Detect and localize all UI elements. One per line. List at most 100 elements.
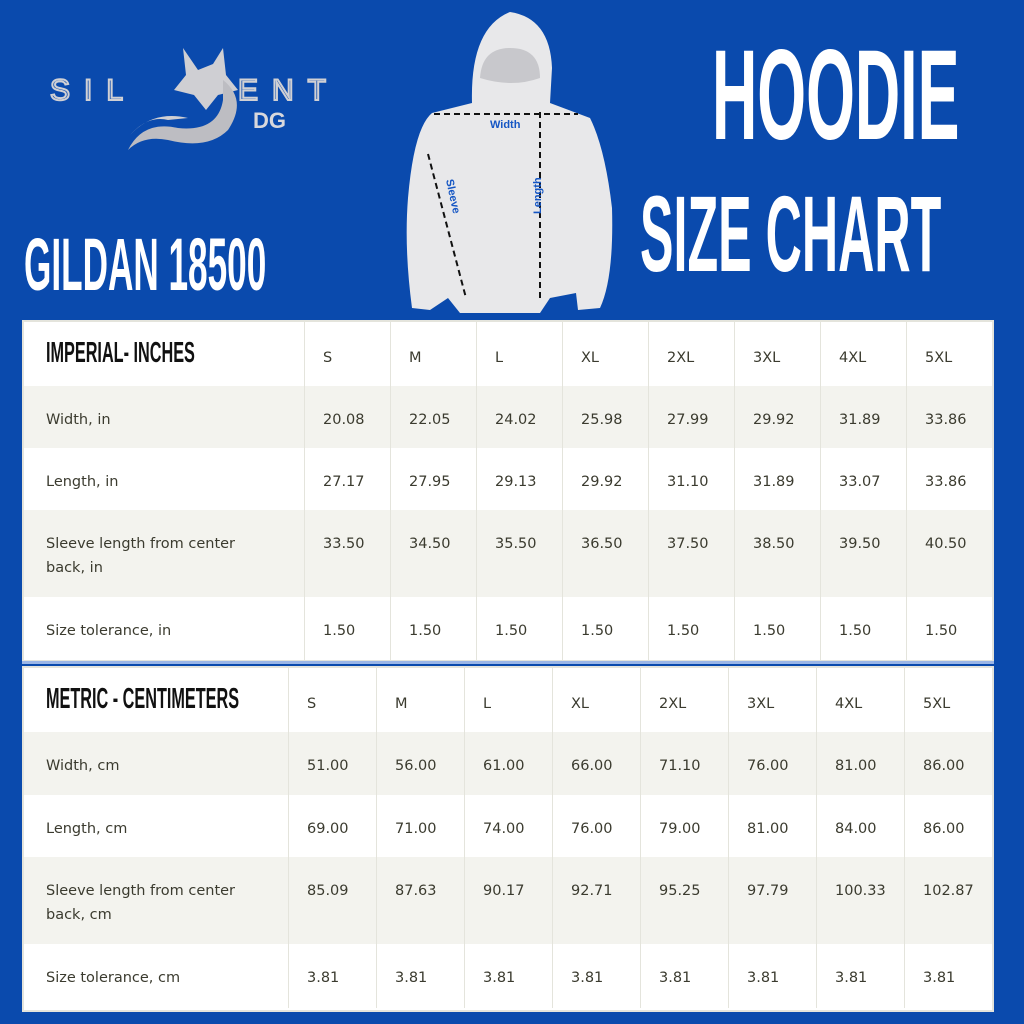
svg-text:SIL: SIL	[50, 74, 137, 107]
size-value: 51.00	[288, 732, 376, 795]
size-value: 31.89	[820, 386, 906, 448]
size-value: 20.08	[304, 386, 390, 448]
size-value: 3.81	[288, 944, 376, 1008]
size-header: 3XL	[728, 668, 816, 732]
size-header: 3XL	[734, 322, 820, 386]
size-value: 95.25	[640, 857, 728, 944]
size-value: 1.50	[820, 597, 906, 660]
size-header: XL	[552, 668, 640, 732]
size-value: 81.00	[728, 795, 816, 857]
row-label: Width, cm	[46, 758, 120, 774]
diagram-label-length: Length	[532, 177, 544, 214]
size-value: 3.81	[904, 944, 992, 1008]
size-value: 33.07	[820, 448, 906, 510]
size-header: M	[376, 668, 464, 732]
size-value: 76.00	[728, 732, 816, 795]
table-row: Size tolerance, in 1.50 1.50 1.50 1.50 1.50 1.…	[24, 597, 992, 660]
table-row: Size tolerance, cm 3.81 3.81 3.81 3.81 3.81 3.…	[24, 944, 992, 1008]
size-header: XL	[562, 322, 648, 386]
size-value: 1.50	[734, 597, 820, 660]
size-value: 29.13	[476, 448, 562, 510]
size-value: 97.79	[728, 857, 816, 944]
header-row: IMPERIAL- INCHES S M L XL 2XL 3XL 4XL 5XL	[24, 322, 992, 386]
size-header: 5XL	[904, 668, 992, 732]
size-header: S	[288, 668, 376, 732]
hoodie-diagram: Width Length Sleeve	[406, 12, 613, 313]
table-row: Length, in 27.17 27.95 29.13 29.92 31.10 31.89…	[24, 448, 992, 510]
size-value: 31.10	[648, 448, 734, 510]
size-value: 24.02	[476, 386, 562, 448]
silent-dg-logo: SIL ENT DG	[49, 48, 327, 150]
size-value: 84.00	[816, 795, 904, 857]
row-label: Sleeve length from center back, in	[46, 536, 236, 576]
size-header: L	[464, 668, 552, 732]
size-value: 31.89	[734, 448, 820, 510]
table-title-cell: METRIC - CENTIMETERS	[24, 668, 288, 732]
size-header: 4XL	[820, 322, 906, 386]
table-title: METRIC - CENTIMETERS	[46, 683, 240, 715]
size-value: 76.00	[552, 795, 640, 857]
size-value: 33.50	[304, 510, 390, 597]
size-value: 27.95	[390, 448, 476, 510]
size-value: 3.81	[464, 944, 552, 1008]
size-value: 25.98	[562, 386, 648, 448]
size-value: 3.81	[552, 944, 640, 1008]
row-label: Length, in	[46, 474, 119, 490]
title-size-chart: SIZE CHART	[640, 173, 942, 294]
size-header: 5XL	[906, 322, 992, 386]
size-header: 2XL	[640, 668, 728, 732]
size-value: 92.71	[552, 857, 640, 944]
size-value: 37.50	[648, 510, 734, 597]
size-value: 69.00	[288, 795, 376, 857]
size-value: 27.99	[648, 386, 734, 448]
size-value: 33.86	[906, 386, 992, 448]
size-header: 2XL	[648, 322, 734, 386]
size-value: 86.00	[904, 795, 992, 857]
model-name: GILDAN 18500	[24, 223, 267, 306]
size-value: 27.17	[304, 448, 390, 510]
title-hoodie: HOODIE	[712, 24, 960, 167]
size-value: 3.81	[640, 944, 728, 1008]
row-label: Size tolerance, in	[46, 623, 172, 639]
size-value: 39.50	[820, 510, 906, 597]
size-value: 38.50	[734, 510, 820, 597]
size-value: 34.50	[390, 510, 476, 597]
size-value: 36.50	[562, 510, 648, 597]
size-value: 1.50	[476, 597, 562, 660]
svg-text:DG: DG	[253, 108, 286, 133]
size-value: 85.09	[288, 857, 376, 944]
row-label: Size tolerance, cm	[46, 970, 181, 986]
size-value: 100.33	[816, 857, 904, 944]
size-header: S	[304, 322, 390, 386]
size-value: 22.05	[390, 386, 476, 448]
size-value: 71.00	[376, 795, 464, 857]
diagram-label-width: Width	[490, 119, 521, 131]
size-value: 90.17	[464, 857, 552, 944]
table-row: Width, in 20.08 22.05 24.02 25.98 27.99 29.92 3…	[24, 386, 992, 448]
size-value: 3.81	[728, 944, 816, 1008]
size-value: 79.00	[640, 795, 728, 857]
size-value: 3.81	[816, 944, 904, 1008]
size-value: 1.50	[906, 597, 992, 660]
table-row: Sleeve length from center back, in 33.50 3…	[24, 510, 992, 597]
size-value: 1.50	[648, 597, 734, 660]
table-row: Width, cm 51.00 56.00 61.00 66.00 71.10 76.00 8…	[24, 732, 992, 795]
imperial-size-table: IMPERIAL- INCHES S M L XL 2XL 3XL 4XL 5XL Width, …	[22, 320, 994, 662]
size-value: 1.50	[562, 597, 648, 660]
size-value: 1.50	[304, 597, 390, 660]
table-row: Length, cm 69.00 71.00 74.00 76.00 79.00 81.00…	[24, 795, 992, 857]
header-row: METRIC - CENTIMETERS S M L XL 2XL 3XL 4XL 5XL	[24, 668, 992, 732]
size-value: 35.50	[476, 510, 562, 597]
table-title-cell: IMPERIAL- INCHES	[24, 322, 304, 386]
size-header: L	[476, 322, 562, 386]
size-value: 86.00	[904, 732, 992, 795]
size-value: 29.92	[734, 386, 820, 448]
row-label: Length, cm	[46, 821, 128, 837]
metric-size-table: METRIC - CENTIMETERS S M L XL 2XL 3XL 4XL 5XL Wid…	[22, 666, 994, 1012]
size-value: 56.00	[376, 732, 464, 795]
size-value: 71.10	[640, 732, 728, 795]
table-title: IMPERIAL- INCHES	[46, 337, 195, 369]
size-value: 87.63	[376, 857, 464, 944]
size-value: 1.50	[390, 597, 476, 660]
size-value: 81.00	[816, 732, 904, 795]
